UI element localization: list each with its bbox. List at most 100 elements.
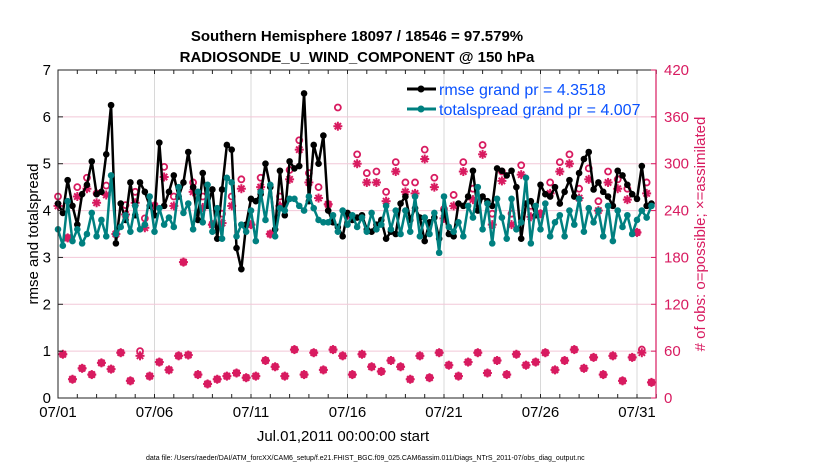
asterisk-stroke: [517, 170, 526, 179]
totalspread-point: [628, 230, 636, 238]
totalspread-point: [493, 195, 501, 203]
totalspread-point: [604, 202, 612, 210]
asterisk-stroke: [551, 366, 559, 374]
obs-assimilated-marker: [521, 360, 531, 370]
y-axis-label: rmse and totalspread: [25, 164, 42, 305]
obs-assimilated-marker: [444, 360, 454, 370]
asterisk-stroke: [454, 372, 463, 380]
rmse-point: [479, 193, 486, 200]
obs-possible-marker: [102, 181, 111, 190]
rmse-point: [508, 167, 515, 175]
rmse-point: [117, 200, 125, 207]
totalspread-point: [416, 233, 424, 240]
obs-possible-marker: [517, 161, 526, 170]
rmse-point: [527, 197, 535, 205]
obs-assimilated-marker: [405, 374, 415, 384]
rmse-point: [469, 167, 477, 175]
obs-assimilated-marker: [531, 357, 541, 367]
legend-rmse-label: rmse grand pr = 4.3518: [439, 82, 606, 99]
asterisk-stroke: [623, 195, 632, 204]
totalspread-point: [373, 226, 380, 233]
obs-assimilated-marker: [125, 376, 135, 386]
obs-assimilated-marker: [560, 356, 570, 366]
rmse-point: [561, 188, 568, 196]
totalspread-point: [107, 172, 115, 179]
totalspread-point: [146, 193, 153, 200]
obs-possible-marker: [401, 178, 410, 187]
obs-assimilated-marker: [420, 154, 430, 164]
totalspread-point: [532, 202, 539, 210]
obs-assimilated-marker: [579, 363, 589, 373]
obs-assimilated-marker: [497, 176, 507, 186]
asterisk-stroke: [444, 361, 453, 370]
rmse-point: [165, 188, 173, 196]
totalspread-point: [561, 233, 568, 240]
totalspread-point: [377, 221, 385, 228]
totalspread-point: [247, 207, 255, 214]
y-tick-label: 5: [43, 156, 51, 173]
rmse-point: [64, 176, 71, 184]
asterisk-stroke: [541, 348, 550, 357]
totalspread-point: [64, 197, 71, 205]
asterisk-stroke: [555, 167, 564, 176]
totalspread-point: [648, 202, 655, 210]
asterisk-stroke: [416, 351, 424, 360]
obs-assimilated-marker: [362, 177, 372, 187]
totalspread-point: [517, 218, 525, 226]
rmse-point: [566, 176, 573, 184]
asterisk-stroke: [58, 350, 67, 359]
totalspread-point: [435, 249, 443, 257]
asterisk-stroke: [599, 370, 608, 379]
rmse-point: [421, 237, 429, 245]
obs-assimilated-marker: [589, 352, 599, 362]
obs-assimilated-marker: [564, 159, 574, 169]
totalspread-point: [122, 211, 129, 219]
asterisk-stroke: [502, 370, 511, 379]
obs-assimilated-marker: [77, 363, 87, 373]
totalspread-point: [460, 233, 467, 240]
totalspread-point: [98, 216, 105, 224]
totalspread-point: [160, 221, 168, 228]
asterisk-stroke: [401, 187, 410, 196]
totalspread-point: [189, 226, 197, 233]
asterisk-stroke: [580, 364, 588, 373]
asterisk-stroke: [425, 373, 434, 382]
asterisk-stroke: [126, 376, 135, 385]
asterisk-stroke: [232, 369, 241, 377]
obs-assimilated-marker: [222, 371, 232, 381]
totalspread-point: [180, 209, 187, 217]
obs-assimilated-marker: [289, 345, 299, 355]
obs-assimilated-marker: [178, 257, 188, 267]
rmse-point: [112, 240, 120, 247]
totalspread-point: [546, 233, 554, 240]
y2-tick-label: 420: [664, 62, 689, 79]
rmse-point: [498, 167, 506, 175]
rmse-point: [628, 190, 636, 198]
totalspread-point: [136, 226, 144, 233]
rmse-point: [619, 172, 626, 179]
totalspread-point: [570, 221, 578, 228]
totalspread-point: [184, 200, 192, 207]
asterisk-stroke: [314, 194, 323, 202]
asterisk-stroke: [565, 159, 574, 168]
totalspread-point: [609, 237, 617, 245]
asterisk-stroke: [87, 370, 96, 379]
asterisk-stroke: [309, 348, 318, 357]
totalspread-point: [387, 226, 395, 233]
totalspread-point: [595, 207, 602, 214]
asterisk-stroke: [333, 122, 342, 131]
asterisk-stroke: [102, 191, 111, 199]
rmse-point: [537, 181, 544, 189]
rmse-point: [233, 244, 240, 252]
asterisk-stroke: [107, 365, 115, 373]
rmse-point: [638, 162, 646, 170]
asterisk-stroke: [194, 370, 202, 379]
totalspread-point: [83, 230, 91, 238]
totalspread-point: [141, 221, 149, 228]
asterisk-stroke: [300, 370, 308, 379]
axes: 07/01 07/06 07/11 07/16 07/21 07/26 07/31 0 1 2 3 4…: [39, 62, 689, 421]
totalspread-point: [585, 204, 593, 212]
y2-tick-label: 180: [664, 249, 689, 266]
x-tick-label: 07/01: [39, 404, 77, 421]
totalspread-point: [262, 216, 269, 224]
